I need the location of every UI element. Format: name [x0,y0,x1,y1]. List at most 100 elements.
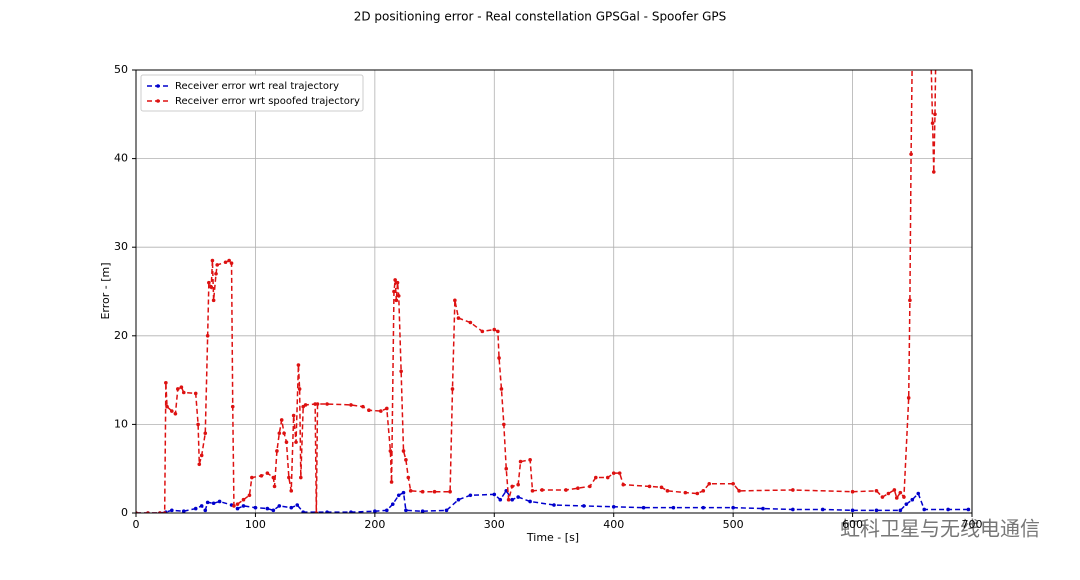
x-tick-label: 400 [603,518,624,531]
point [279,418,284,422]
point [516,482,520,487]
point [227,258,231,263]
point [349,510,353,513]
legend-marker [156,99,160,103]
point [898,490,903,495]
x-tick-label: 500 [723,518,744,531]
point [392,289,396,294]
point [241,504,246,508]
point [170,508,174,513]
point [737,489,741,493]
point [621,482,626,487]
point [510,484,514,489]
point [301,510,305,513]
y-tick-label: 50 [114,63,128,76]
point [385,508,389,513]
point [205,334,210,338]
point [205,500,210,505]
point [272,484,277,489]
point [701,505,706,510]
point [850,489,855,494]
point [235,506,240,511]
point [247,493,252,498]
point [874,508,879,513]
point [367,408,371,413]
point [277,504,282,508]
point [181,509,186,513]
point [576,486,580,490]
x-tick-label: 600 [842,518,863,531]
point [516,495,520,499]
point [297,387,302,391]
point [444,508,449,513]
point [552,503,556,507]
point [928,24,932,28]
point [379,409,383,413]
point [287,475,291,480]
point [791,507,795,512]
point [453,298,457,303]
point [468,320,473,325]
point [199,453,204,458]
point [164,380,168,385]
point [207,280,211,285]
point [908,298,912,303]
point [761,506,765,511]
point [325,510,329,513]
point [641,505,646,510]
point [420,489,425,494]
point [394,298,399,303]
legend-box [140,74,364,112]
point [540,488,544,492]
point [230,404,235,409]
x-tick-label: 0 [133,518,140,531]
point [456,497,461,502]
point [271,508,276,513]
point [197,462,202,467]
point [683,490,688,495]
point [217,499,222,504]
point [931,170,936,174]
point [894,496,899,500]
point [265,471,270,475]
point [701,489,706,493]
point [647,484,652,489]
point [605,475,610,480]
point [671,505,676,510]
point [361,404,365,409]
point [886,491,891,496]
point [294,440,298,444]
point [253,505,258,510]
point [898,508,903,513]
chart-title: 2D positioning error - Real constellatio… [354,10,727,24]
point [530,489,535,493]
point [406,475,411,480]
series-line [136,489,969,513]
point [385,406,389,411]
y-tick-label: 0 [121,506,128,519]
point [284,440,289,444]
point [510,497,514,502]
legend-label: Receiver error wrt spoofed trajectory [175,96,360,107]
point [707,481,712,486]
point [282,431,286,436]
point [456,316,461,320]
plot-frame [135,69,973,514]
point [399,369,403,374]
point [874,489,879,493]
point [933,112,937,117]
point [299,475,303,480]
point [892,488,897,492]
point [588,484,592,489]
point [232,504,236,508]
point [393,278,397,282]
point [450,387,455,391]
x-axis-label: Time - [s] [526,531,579,544]
point [966,507,971,512]
point [564,488,568,492]
point [277,431,282,436]
point [468,493,473,498]
point [209,285,214,289]
point [291,413,296,418]
point [506,497,511,502]
